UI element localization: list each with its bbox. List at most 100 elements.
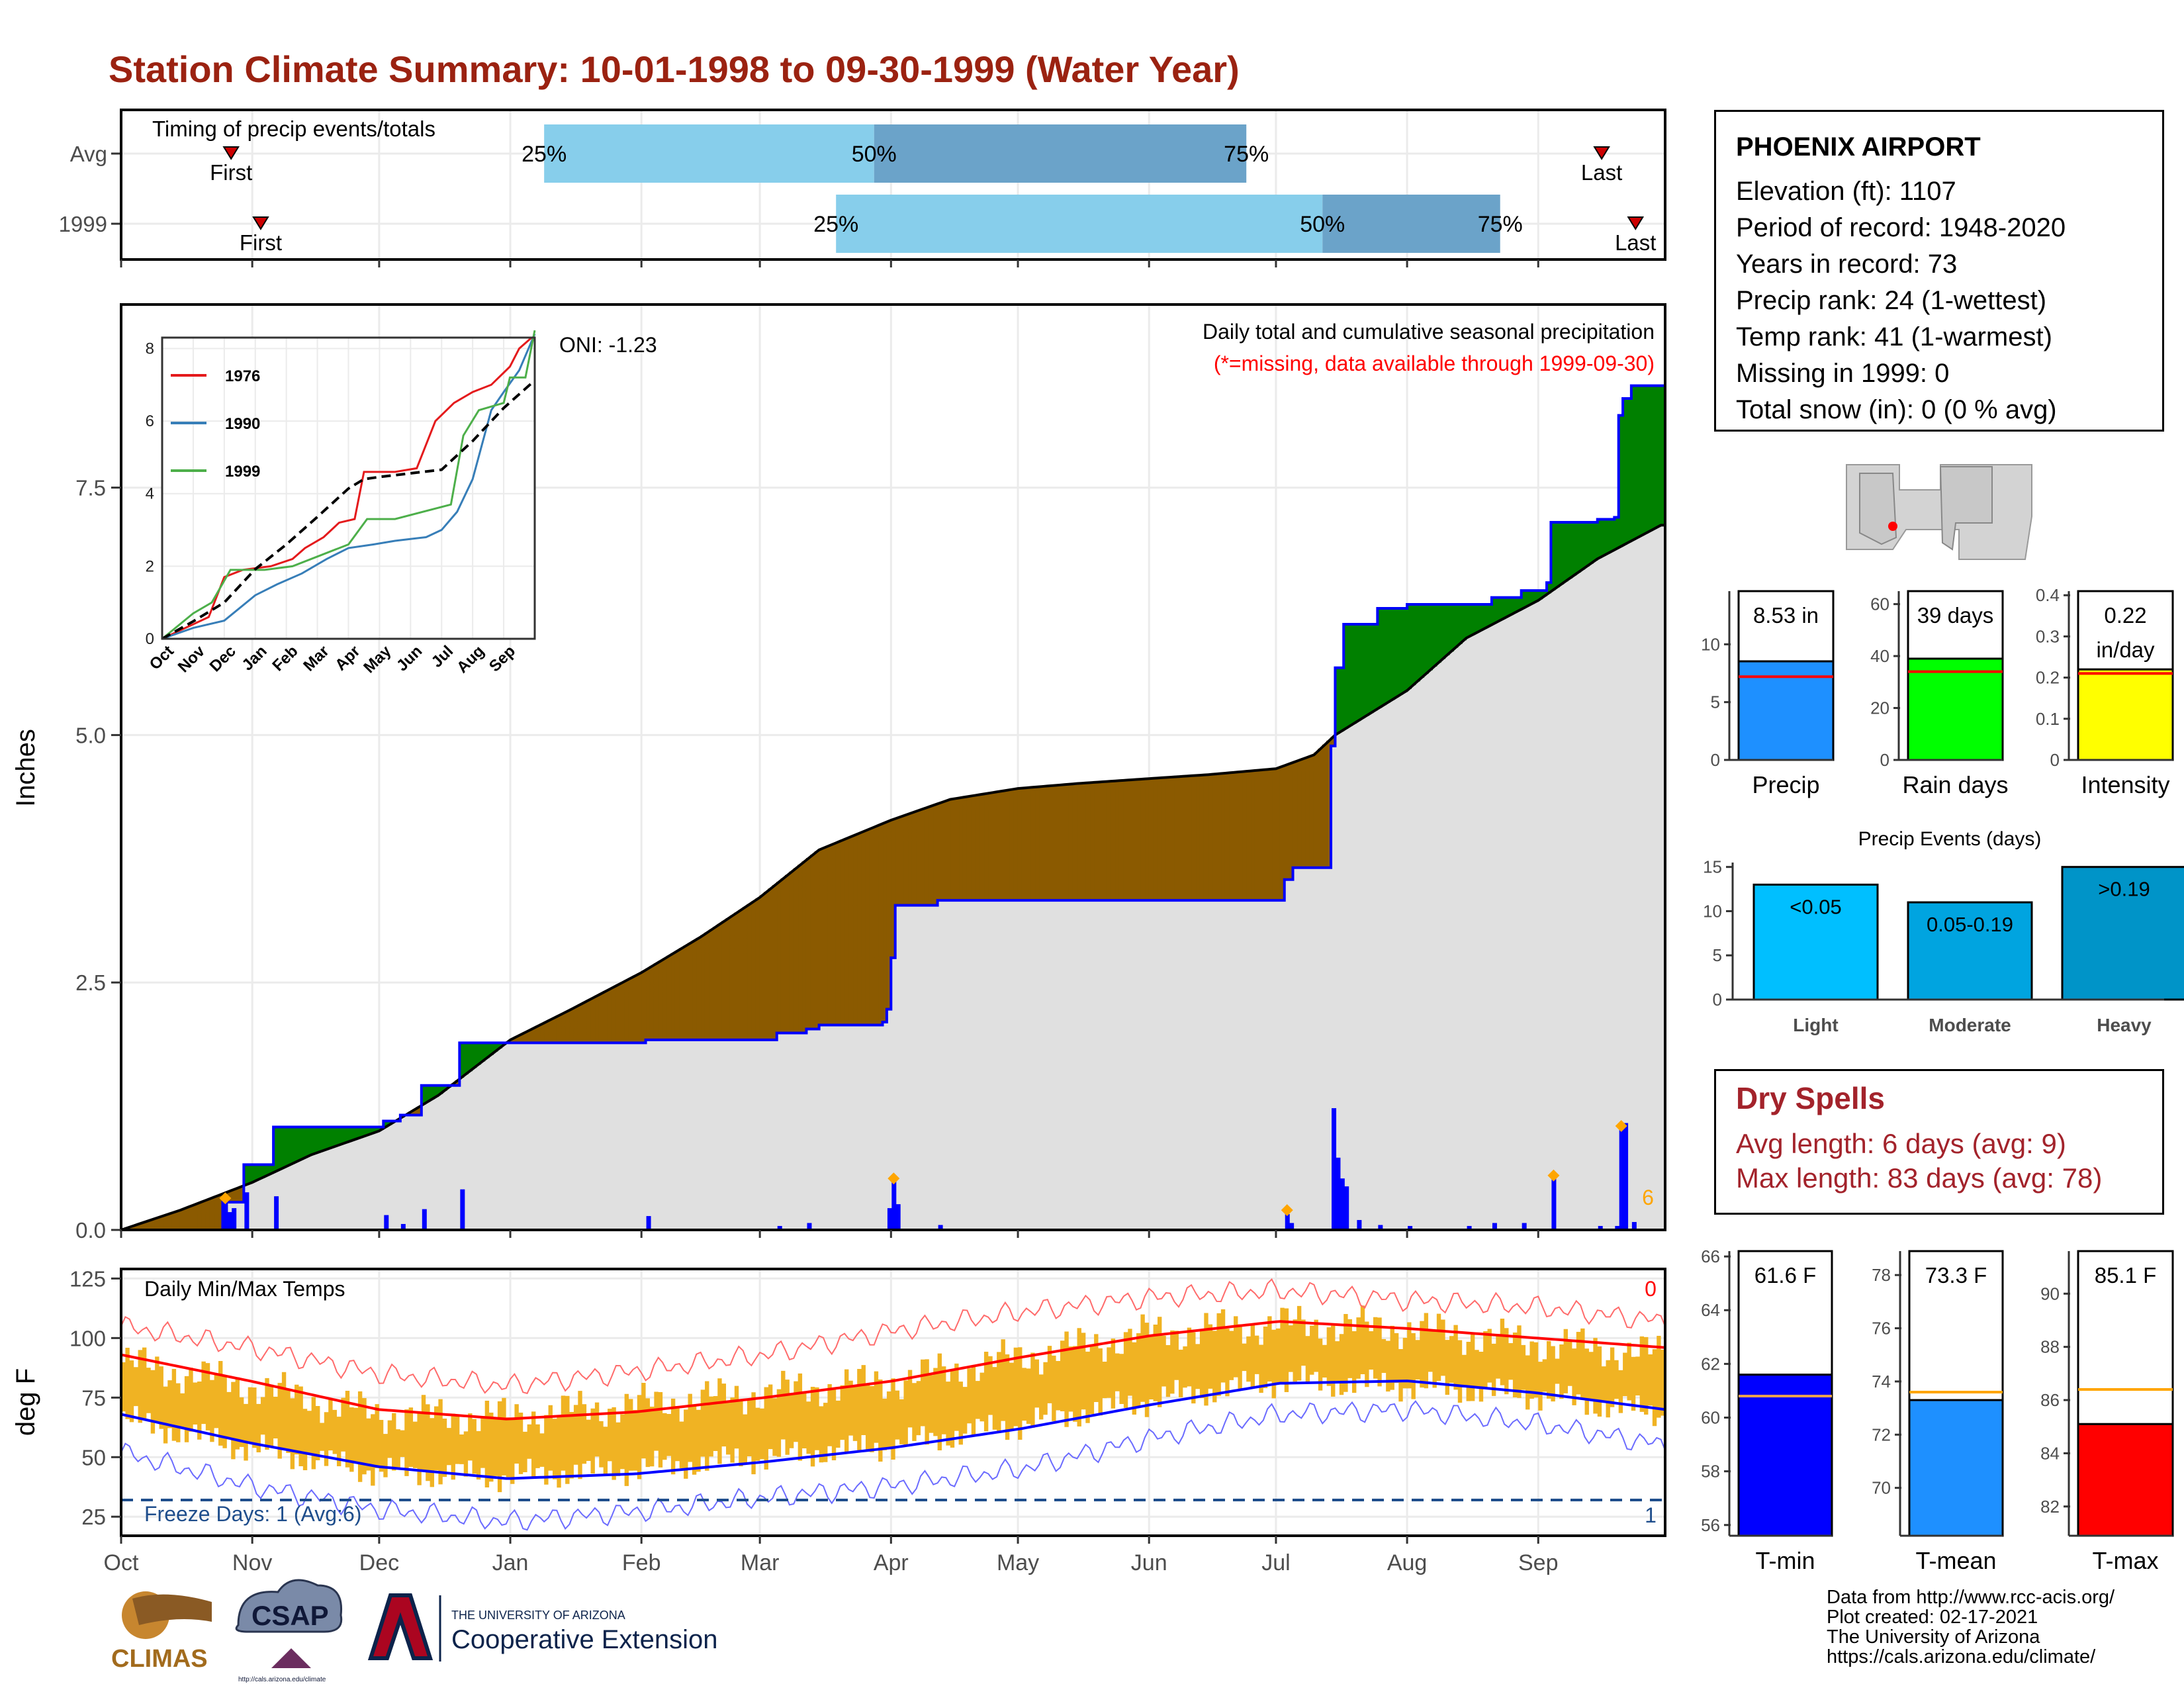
y-tick-label: 20 (1870, 698, 1889, 718)
elevation: Elevation (ft): 1107 (1736, 177, 1956, 206)
event-bar-label: >0.19 (2098, 878, 2150, 901)
y-tick-label: 40 (1870, 646, 1889, 666)
footer-line: The University of Arizona (1827, 1626, 2040, 1648)
daily-precip-bar (422, 1209, 427, 1230)
y-tick-label: 88 (2040, 1337, 2060, 1357)
years-in-record: Years in record: 73 (1736, 250, 1958, 279)
y-tick-label: 0 (2050, 750, 2060, 770)
value-bar (2077, 1423, 2174, 1537)
daily-precip-bar (1598, 1226, 1603, 1230)
event-category-label: Heavy (2097, 1015, 2152, 1035)
value-bar-remainder (1908, 1250, 2004, 1401)
daily-precip-bar (223, 1202, 228, 1230)
daily-precip-bar (938, 1225, 943, 1230)
dry-spell-avg: Avg length: 6 days (avg: 9) (1736, 1128, 2066, 1159)
daily-precip-bar (232, 1208, 237, 1230)
daily-precip-bar (1522, 1223, 1527, 1230)
last-event-label: Last (1581, 160, 1622, 185)
daily-precip-bar (1408, 1226, 1413, 1230)
average-min-line (120, 1380, 1666, 1480)
inset-series-1976 (161, 336, 533, 640)
daily-precip-bar (1344, 1186, 1349, 1230)
value-label: 39 days (1917, 603, 1994, 628)
university-of-arizona-logo: THE UNIVERSITY OF ARIZONA Cooperative Ex… (367, 1593, 717, 1662)
daily-precip-bar (1340, 1178, 1345, 1230)
timing-chart-title: Timing of precip events/totals (152, 117, 435, 141)
y-tick-label: 25 (81, 1505, 106, 1529)
y-tick-label: 5.0 (75, 723, 106, 747)
daily-precip-bar (1631, 1222, 1637, 1230)
y-tick-label: 100 (69, 1326, 106, 1350)
average-max-line (120, 1320, 1666, 1421)
inset-legend-label: 1976 (225, 367, 260, 385)
daily-precip-bar (384, 1215, 389, 1230)
daily-precip-bar (1623, 1123, 1629, 1230)
record-low-count: 1 (1645, 1503, 1657, 1527)
heavy-event-marker (1547, 1169, 1560, 1182)
inset-border (161, 336, 536, 640)
daily-precip-bar (777, 1226, 782, 1230)
daily-precip-bar (1619, 1127, 1624, 1230)
inset-series-1999 (161, 330, 536, 640)
y-tick-label: 82 (2040, 1497, 2060, 1517)
inset-y-tick-label: 6 (146, 412, 154, 430)
daily-precip-bar (887, 1208, 892, 1230)
precip-rank: Precip rank: 24 (1-wettest) (1736, 286, 2047, 315)
daily-precip-bar (895, 1204, 901, 1230)
dry-spells-box: Dry Spells Avg length: 6 days (avg: 9) M… (1714, 1069, 2164, 1215)
y-tick-label: 0.2 (2036, 668, 2060, 688)
value-bar-remainder (1737, 590, 1835, 663)
average-cumulative-line (120, 524, 1665, 1231)
footer-line: https://cals.arizona.edu/climate/ (1827, 1646, 2096, 1667)
y-tick-label: 10 (1703, 901, 1722, 921)
heavy-event-marker (887, 1172, 900, 1185)
observed-cumulative-line (121, 384, 1665, 1231)
temp-rank: Temp rank: 41 (1-warmest) (1736, 322, 2052, 352)
value-bar (1737, 1374, 1833, 1537)
below-normal-area (121, 525, 1665, 1230)
x-month-label: Nov (232, 1550, 272, 1575)
value-bar (1907, 657, 2004, 761)
y-tick-label: 76 (1872, 1319, 1891, 1338)
y-tick-label: 60 (1701, 1408, 1720, 1428)
y-tick-label: 58 (1701, 1462, 1720, 1481)
station-location-marker (1888, 522, 1897, 531)
timing-label-50: 50% (1300, 212, 1345, 237)
first-event-marker (252, 216, 269, 230)
summary-chart-precip: 0 5 10 8.53 in Precip (1701, 590, 1835, 798)
record-min-line (120, 1400, 1666, 1531)
x-month-label: Jan (492, 1550, 529, 1575)
y-tick-label: 75 (81, 1385, 106, 1410)
last-event-label: Last (1615, 230, 1656, 255)
y-tick-label: 90 (2040, 1284, 2060, 1303)
daily-precip-bar (244, 1192, 250, 1230)
inset-y-tick-label: 4 (146, 485, 154, 503)
category-label: T-min (1756, 1547, 1815, 1574)
daily-precip-bar (1551, 1178, 1557, 1230)
plot-border (120, 1268, 1666, 1537)
temp-chart-title: Daily Min/Max Temps (144, 1277, 345, 1301)
value-bar-remainder (1907, 590, 2004, 660)
precip-events-title: Precip Events (days) (1858, 828, 2042, 850)
category-label: Intensity (2081, 771, 2169, 798)
footer-line: Data from http://www.rcc-acis.org/ (1827, 1587, 2115, 1608)
event-count-label: 6 (1642, 1186, 1654, 1209)
y-tick-label: 0.3 (2036, 626, 2060, 646)
first-event-label: First (240, 230, 282, 255)
precip-chart-title: Daily total and cumulative seasonal prec… (1203, 320, 1655, 344)
value-label: 73.3 F (1925, 1263, 1987, 1288)
y-tick-label: 0 (1711, 750, 1720, 770)
timing-chart: 25% 50% 75% First Last Avg 25% 50% 75% First Last 1… (59, 109, 1666, 267)
x-month-label: Sep (1518, 1550, 1559, 1575)
inset-y-tick-label: 2 (146, 557, 154, 575)
y-tick-label: 5 (1713, 945, 1722, 965)
plot-border (120, 303, 1666, 1231)
x-month-label: Oct (104, 1550, 139, 1575)
temperature-chart: Freeze Days: 1 (Avg:6) Daily Min/Max Temp… (11, 1266, 1666, 1575)
value-bar (2077, 668, 2174, 761)
inset-legend-label: 1990 (225, 415, 260, 433)
inset-legend-label: 1999 (225, 463, 260, 481)
daily-precip-bar (1615, 1226, 1620, 1230)
station-info-box: PHOENIX AIRPORT Elevation (ft): 1107 Per… (1714, 110, 2164, 432)
timing-bar-25-50 (544, 124, 874, 183)
